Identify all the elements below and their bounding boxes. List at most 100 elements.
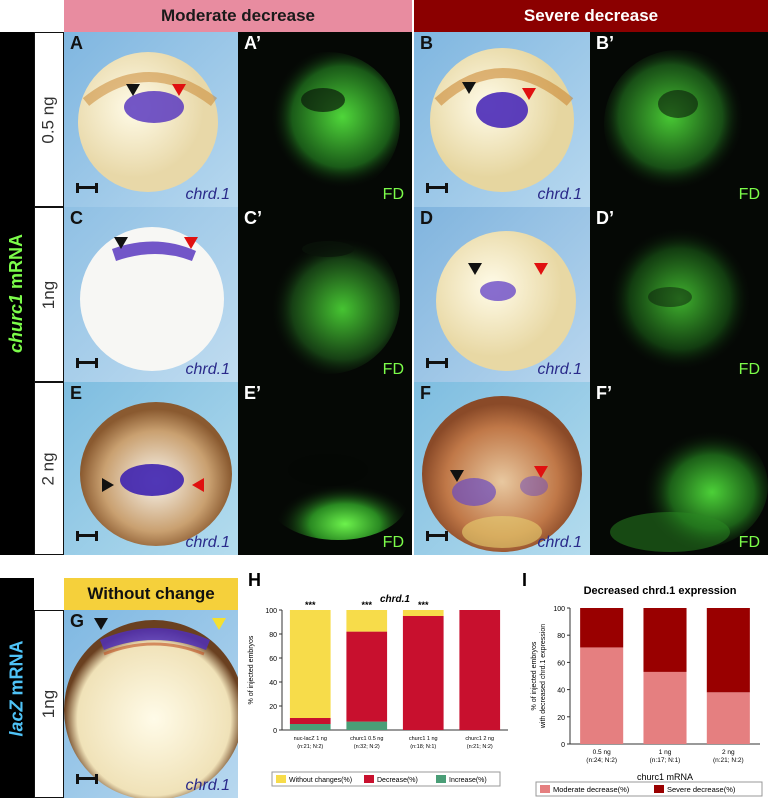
black-arrowhead-icon <box>462 82 476 94</box>
fluorescence-D-prime <box>608 227 752 371</box>
chart-h-bar-1 <box>459 610 501 730</box>
chart-h-legend-label: Increase(%) <box>449 777 487 784</box>
fluorescence-B-prime <box>604 50 752 198</box>
panel-A-label: A <box>70 33 83 53</box>
fd-caption: FD <box>738 534 760 551</box>
embryo-B <box>430 48 574 192</box>
chrd1-caption: chrd.1 <box>537 186 582 203</box>
embryo-A <box>78 52 218 192</box>
chart-h-y-tick-label: 20 <box>269 704 277 711</box>
chart-i-x-tick-label: 0.5 ng <box>593 749 611 756</box>
chrd1-caption: chrd.1 <box>185 361 230 378</box>
chart-h-bar-2 <box>346 610 388 632</box>
scale-bar <box>426 531 448 541</box>
chart-h-x-tick-label: churc1 2 ng <box>465 736 494 742</box>
chart-h-legend-label: Without changes(%) <box>289 777 352 784</box>
chart-i-legend-label: Moderate decrease(%) <box>553 785 630 794</box>
panel-A: A chrd.1 <box>64 32 238 207</box>
chrd1-caption: chrd.1 <box>537 534 582 551</box>
scale-bar <box>76 531 98 541</box>
chart-h-x-tick-label: (n:18; N:1) <box>410 744 436 750</box>
black-arrowhead-icon <box>450 470 464 482</box>
fd-caption: FD <box>382 361 404 378</box>
black-arrowhead-icon <box>114 237 128 249</box>
panel-F-label: F <box>420 383 431 403</box>
panel-B-label: B <box>420 33 433 53</box>
chart-h-significance: *** <box>305 600 316 610</box>
panel-I-label: I <box>522 570 528 590</box>
black-arrowhead-icon <box>126 84 140 96</box>
chart-h-x-tick-label: nuc-lacZ 1 ng <box>294 736 327 742</box>
chrd1-caption: chrd.1 <box>185 534 230 551</box>
panel-F: F chrd.1 <box>414 382 590 555</box>
chart-i-legend-label: Severe decrease(%) <box>667 785 736 794</box>
embryo-G <box>64 620 238 798</box>
chart-i-y-tick-label: 80 <box>557 633 565 640</box>
chart-h-y-tick-label: 0 <box>273 728 277 735</box>
chart-h: chrd.1 0 20 40 60 80 100 % of injected embryos *… <box>248 594 508 787</box>
chart-i-x-tick-label: 1 ng <box>659 749 672 756</box>
panel-A-prime-label: A’ <box>244 33 262 53</box>
red-arrowhead-icon <box>534 466 548 478</box>
chart-i-y-label: with decreased chrd.1 expression <box>540 624 547 729</box>
red-arrowhead-icon <box>534 263 548 275</box>
fd-caption: FD <box>382 534 404 551</box>
fd-caption: FD <box>382 186 404 203</box>
dose-label-row1: 0.5 ng <box>34 32 64 207</box>
panel-F-prime: F’ FD <box>590 382 768 555</box>
chart-h-bar-2 <box>289 610 331 718</box>
fd-caption: FD <box>738 361 760 378</box>
chart-h-y-tick-label: 40 <box>269 680 277 687</box>
chart-h-x-tick-label: churc1 1 ng <box>409 736 438 742</box>
chart-h-y-tick-label: 100 <box>265 608 277 615</box>
chart-i-bar-1 <box>706 608 750 693</box>
scale-bar <box>426 358 448 368</box>
panel-B: B chrd.1 <box>414 32 590 207</box>
panel-C: C chrd.1 <box>64 207 238 382</box>
red-arrowhead-icon <box>192 478 204 492</box>
panel-E-prime-label: E’ <box>244 383 262 403</box>
chart-h-bar-2 <box>402 610 444 616</box>
chart-i-title: Decreased chrd.1 expression <box>584 585 737 597</box>
fluorescence-A-prime <box>256 52 400 196</box>
chart-h-legend-swatch <box>436 775 446 783</box>
scale-bar <box>76 358 98 368</box>
chart-h-x-tick-label: (n:32; N:2) <box>354 744 380 750</box>
chart-h-y-tick-label: 80 <box>269 632 277 639</box>
chart-i-bar-0 <box>643 671 687 744</box>
chart-h-bar-1 <box>402 616 444 730</box>
chart-i-bar-0 <box>580 647 624 744</box>
embryo-D <box>436 231 576 371</box>
chart-h-legend-label: Decrease(%) <box>377 777 418 784</box>
panel-A-prime: A’ FD <box>238 32 412 207</box>
yellow-arrowhead-icon <box>212 618 226 630</box>
panel-E: E chrd.1 <box>64 382 238 555</box>
red-arrowhead-icon <box>522 88 536 100</box>
panel-E-prime: E’ FD <box>238 382 412 555</box>
chart-i-legend-swatch <box>654 785 664 793</box>
red-arrowhead-icon <box>172 84 186 96</box>
severe-decrease-header: Severe decrease <box>414 0 768 32</box>
panel-D-label: D <box>420 208 433 228</box>
fluorescence-C-prime <box>256 230 400 374</box>
chart-h-x-tick-label: churc1 0.5 ng <box>350 736 383 742</box>
chart-i-y-tick-label: 0 <box>561 742 565 749</box>
chart-h-bar-1 <box>346 631 388 722</box>
churc1-mrna-label: churc1 mRNA <box>6 233 27 354</box>
black-arrowhead-icon <box>468 263 482 275</box>
panel-C-label: C <box>70 208 83 228</box>
chart-i-x-tick-label: (n:21; N:2) <box>713 757 744 764</box>
chrd1-caption: chrd.1 <box>185 186 230 203</box>
panel-F-prime-label: F’ <box>596 383 612 403</box>
panel-B-prime-label: B’ <box>596 33 614 53</box>
chart-i-bar-1 <box>580 608 624 648</box>
dose-label-row4: 1ng <box>34 610 64 798</box>
fd-caption: FD <box>738 186 760 203</box>
churc1-mrna-sidebar: churc1 mRNA <box>0 32 34 555</box>
chart-i-x-tick-label: 2 ng <box>722 749 735 756</box>
chart-i-y-tick-label: 20 <box>557 715 565 722</box>
dose-label-row2: 1ng <box>34 207 64 382</box>
panel-G-label: G <box>70 611 85 631</box>
chart-h-bar-1 <box>289 718 331 724</box>
panel-H-label: H <box>248 570 261 590</box>
